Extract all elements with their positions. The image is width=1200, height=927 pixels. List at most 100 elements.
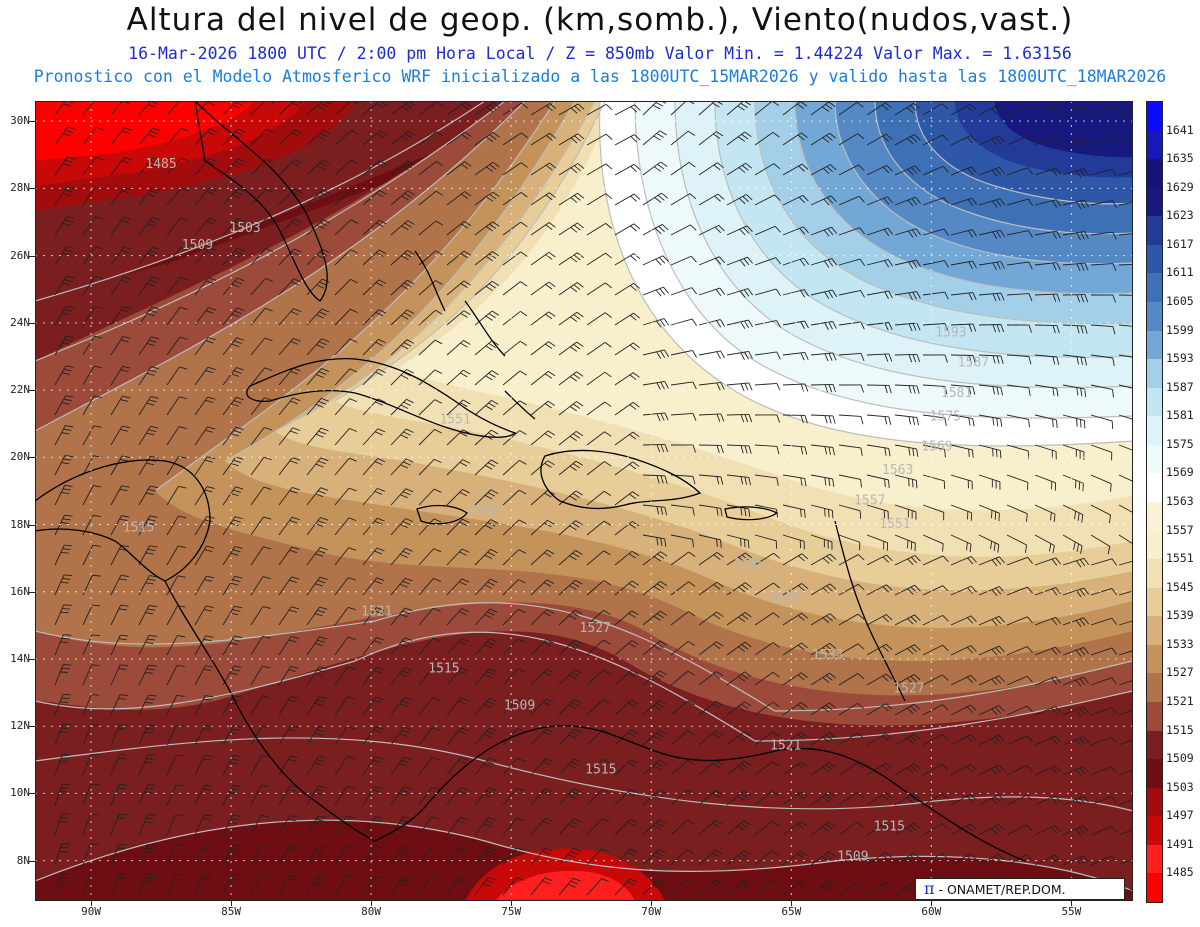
wind-barb — [1090, 825, 1117, 836]
color-scale-swatch — [1147, 673, 1162, 703]
wind-barb — [1034, 676, 1061, 686]
wind-barb — [138, 873, 155, 896]
wind-barb — [446, 131, 472, 146]
wind-barb — [754, 351, 781, 360]
wind-barb — [558, 341, 584, 356]
wind-barb — [334, 636, 356, 656]
wind-barb — [418, 131, 444, 146]
wind-barb — [54, 335, 74, 356]
wind-barb — [306, 845, 326, 866]
wind-barb — [418, 578, 442, 596]
wind-barb — [670, 760, 695, 776]
lon-label: 65W — [781, 905, 802, 918]
wind-barb — [558, 371, 584, 386]
wind-barb — [306, 101, 331, 116]
wind-barb — [950, 704, 977, 716]
contour-label: 1527 — [580, 621, 611, 636]
wind-barb — [54, 574, 72, 596]
wind-barb — [194, 426, 216, 446]
wind-barb — [978, 292, 1005, 302]
wind-barb — [950, 260, 977, 270]
wind-barb — [530, 251, 556, 266]
wind-barb — [614, 253, 641, 266]
wind-barb — [810, 164, 837, 176]
contour-lines — [35, 101, 1133, 892]
wind-barb — [838, 554, 865, 566]
wind-barb — [894, 822, 921, 836]
wind-barb — [306, 219, 330, 236]
wind-barb — [726, 671, 752, 686]
wind-barb — [614, 491, 640, 506]
wind-barb — [1034, 504, 1056, 523]
color-scale-label: 1623 — [1166, 208, 1194, 223]
lat-label: 22N — [10, 383, 30, 397]
wind-barb — [782, 850, 808, 866]
wind-barb — [754, 820, 780, 836]
lat-tick — [29, 390, 35, 392]
wind-barb — [950, 197, 978, 207]
wind-barb — [754, 194, 781, 206]
wind-barb — [586, 223, 613, 236]
wind-barb — [1006, 675, 1033, 686]
wind-barb — [446, 727, 469, 746]
color-scale-bar — [1146, 101, 1163, 903]
wind-barb — [782, 226, 809, 236]
wind-barb — [922, 197, 950, 206]
color-scale-swatch — [1147, 787, 1162, 817]
wind-barb — [782, 553, 809, 566]
wind-barb — [978, 261, 1005, 271]
wind-barb — [278, 606, 300, 626]
wind-barb — [866, 474, 890, 488]
wind-barb — [866, 322, 893, 331]
wind-barb — [726, 701, 752, 716]
wind-barb — [390, 846, 411, 866]
yucatan-outline — [35, 459, 211, 582]
contour-line — [224, 101, 576, 462]
wind-barb — [54, 395, 74, 416]
wind-barb — [670, 444, 696, 453]
wind-barb — [1118, 504, 1133, 522]
wind-barb — [502, 281, 528, 296]
wind-barb — [1062, 231, 1089, 241]
wind-barb — [82, 156, 104, 176]
wind-barb — [418, 369, 443, 386]
wind-barb — [222, 307, 245, 326]
wind-barb — [1062, 795, 1089, 806]
wind-barb — [446, 429, 471, 446]
wind-barb — [82, 813, 99, 836]
wind-barb — [334, 517, 357, 536]
wind-barb — [838, 353, 865, 362]
wind-barb — [390, 637, 413, 656]
wind-barb — [418, 190, 444, 206]
wind-barb — [110, 425, 131, 446]
wind-barb — [922, 165, 949, 176]
color-scale-label: 1509 — [1166, 751, 1194, 766]
wind-barb — [334, 785, 355, 806]
wind-barb — [530, 788, 554, 806]
wind-barb — [446, 667, 469, 686]
wind-barb — [670, 879, 695, 896]
wind-barb — [222, 575, 243, 596]
lon-tick — [231, 901, 233, 906]
wind-barb — [950, 354, 976, 364]
wind-barb — [1062, 617, 1090, 627]
wind-barb — [894, 322, 921, 332]
wind-barb — [334, 368, 358, 386]
wind-barb — [390, 130, 416, 146]
wind-barb — [166, 635, 186, 656]
wind-barb — [698, 671, 724, 686]
wind-barb — [1090, 231, 1117, 240]
wind-barb — [138, 246, 160, 266]
wind-barb — [642, 130, 667, 146]
color-scale-swatch — [1147, 473, 1162, 503]
wind-barb — [446, 787, 469, 806]
contour-label: 1503 — [229, 221, 260, 236]
wind-barb — [194, 366, 216, 386]
lat-label: 10N — [10, 786, 30, 800]
wind-barb — [950, 504, 973, 521]
wind-barb — [110, 485, 130, 506]
wind-barb — [614, 669, 639, 686]
wind-barb — [110, 784, 128, 806]
wind-barb — [222, 337, 245, 356]
map-frame — [35, 101, 1133, 901]
